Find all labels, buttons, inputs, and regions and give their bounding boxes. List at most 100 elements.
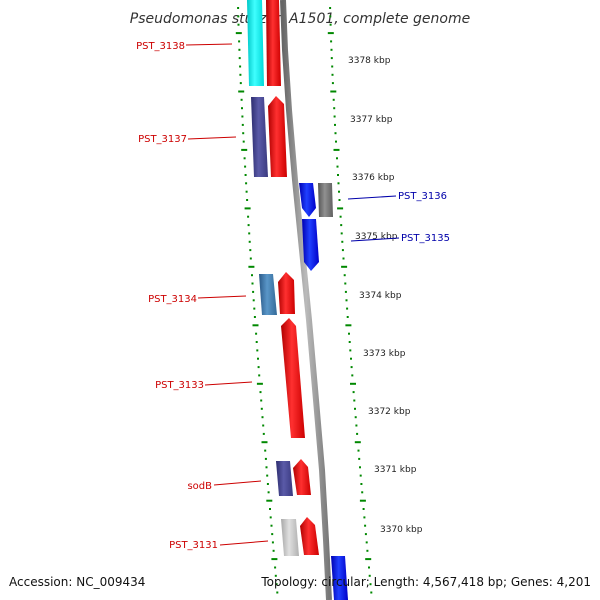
minor-tick [337, 182, 340, 185]
gene-bar-slate[interactable] [276, 461, 293, 496]
minor-tick [269, 516, 272, 519]
major-tick [238, 90, 245, 93]
kbp-label: 3371 kbp [374, 465, 417, 475]
minor-tick [242, 132, 245, 135]
minor-tick [348, 332, 350, 335]
minor-tick [331, 82, 334, 85]
minor-tick [238, 48, 241, 51]
minor-tick [246, 199, 249, 201]
minor-tick [264, 449, 267, 452]
gene-bar-cyan[interactable] [247, 0, 264, 86]
gene-arrow-pst-3137[interactable] [268, 96, 287, 177]
gene-bar-steel[interactable] [259, 274, 277, 315]
minor-tick [245, 182, 248, 185]
gene-bar-blue[interactable] [331, 556, 348, 600]
minor-tick [247, 215, 250, 218]
minor-tick [274, 566, 277, 569]
minor-tick [261, 416, 264, 419]
major-tick [333, 148, 340, 151]
gene-features [247, 0, 348, 600]
minor-tick [241, 107, 243, 110]
gene-arrow-pst-3138[interactable] [266, 0, 281, 86]
gene-arrow-pst-3134[interactable] [278, 272, 295, 314]
gene-label-pst-3135[interactable]: PST_3135 [401, 233, 450, 244]
left-tick-track [235, 7, 279, 594]
minor-tick [240, 98, 243, 101]
gene-label-pst-3133[interactable]: PST_3133 [155, 380, 204, 391]
minor-tick [333, 115, 336, 118]
gene-arrow-pst-3131[interactable] [300, 517, 319, 555]
minor-tick [356, 432, 359, 435]
major-tick [330, 90, 337, 93]
minor-tick [345, 299, 348, 302]
gene-arrow-pst-3133[interactable] [281, 318, 305, 438]
minor-tick [251, 282, 254, 285]
minor-tick [253, 307, 256, 310]
minor-tick [242, 140, 245, 143]
minor-tick [262, 432, 265, 435]
minor-tick [368, 574, 371, 577]
major-tick [354, 441, 361, 444]
minor-tick [358, 457, 361, 460]
minor-tick [241, 123, 244, 126]
minor-tick [355, 424, 358, 427]
kbp-label: 3377 kbp [350, 115, 393, 125]
minor-tick [352, 391, 355, 394]
minor-tick [340, 232, 343, 235]
minor-tick [354, 407, 356, 410]
minor-tick [368, 566, 370, 569]
minor-tick [333, 107, 336, 110]
minor-tick [364, 533, 367, 536]
minor-tick [271, 541, 274, 544]
minor-tick [237, 7, 240, 9]
minor-tick [346, 316, 349, 318]
minor-tick [351, 374, 354, 377]
minor-tick [335, 140, 337, 143]
minor-tick [244, 165, 247, 168]
minor-tick [344, 282, 347, 285]
minor-tick [238, 57, 241, 60]
minor-tick [348, 341, 351, 343]
minor-tick [248, 240, 251, 243]
minor-tick [354, 416, 357, 419]
gene-bar-silver[interactable] [281, 519, 299, 556]
minor-tick [271, 533, 274, 536]
major-tick [350, 382, 356, 385]
major-tick [359, 499, 366, 502]
gene-arrow-sodb[interactable] [293, 459, 311, 495]
minor-tick [338, 199, 341, 201]
minor-tick [369, 583, 372, 586]
minor-tick [334, 123, 336, 126]
gene-label-pst-3137[interactable]: PST_3137 [138, 134, 187, 145]
minor-tick [251, 274, 253, 277]
gene-bar-slate[interactable] [251, 97, 268, 177]
minor-tick [330, 48, 333, 51]
gene-bar-gray[interactable] [318, 183, 333, 217]
minor-tick [256, 349, 259, 352]
minor-tick [331, 65, 334, 68]
minor-tick [340, 224, 343, 227]
gene-label-pst-3131[interactable]: PST_3131 [169, 540, 218, 551]
gene-arrow-pst-3135[interactable] [302, 219, 319, 271]
minor-tick [247, 224, 250, 227]
gene-label-pst-3136[interactable]: PST_3136 [398, 191, 447, 202]
minor-tick [237, 23, 240, 26]
minor-tick [238, 40, 241, 43]
minor-tick [260, 407, 263, 410]
minor-tick [365, 541, 368, 544]
minor-tick [249, 257, 252, 260]
minor-tick [274, 574, 277, 577]
kbp-label: 3375 kbp [355, 232, 398, 242]
gene-label-pst-3134[interactable]: PST_3134 [148, 294, 197, 305]
minor-tick [253, 316, 256, 318]
minor-tick [339, 215, 342, 218]
minor-tick [248, 232, 251, 235]
minor-tick [336, 165, 339, 168]
gene-label-sodb[interactable]: sodB [187, 481, 212, 492]
gene-label-pst-3138[interactable]: PST_3138 [136, 41, 185, 52]
minor-tick [258, 374, 261, 377]
gene-arrow-pst-3136[interactable] [299, 183, 316, 217]
minor-tick [350, 366, 353, 369]
minor-tick [359, 466, 361, 469]
